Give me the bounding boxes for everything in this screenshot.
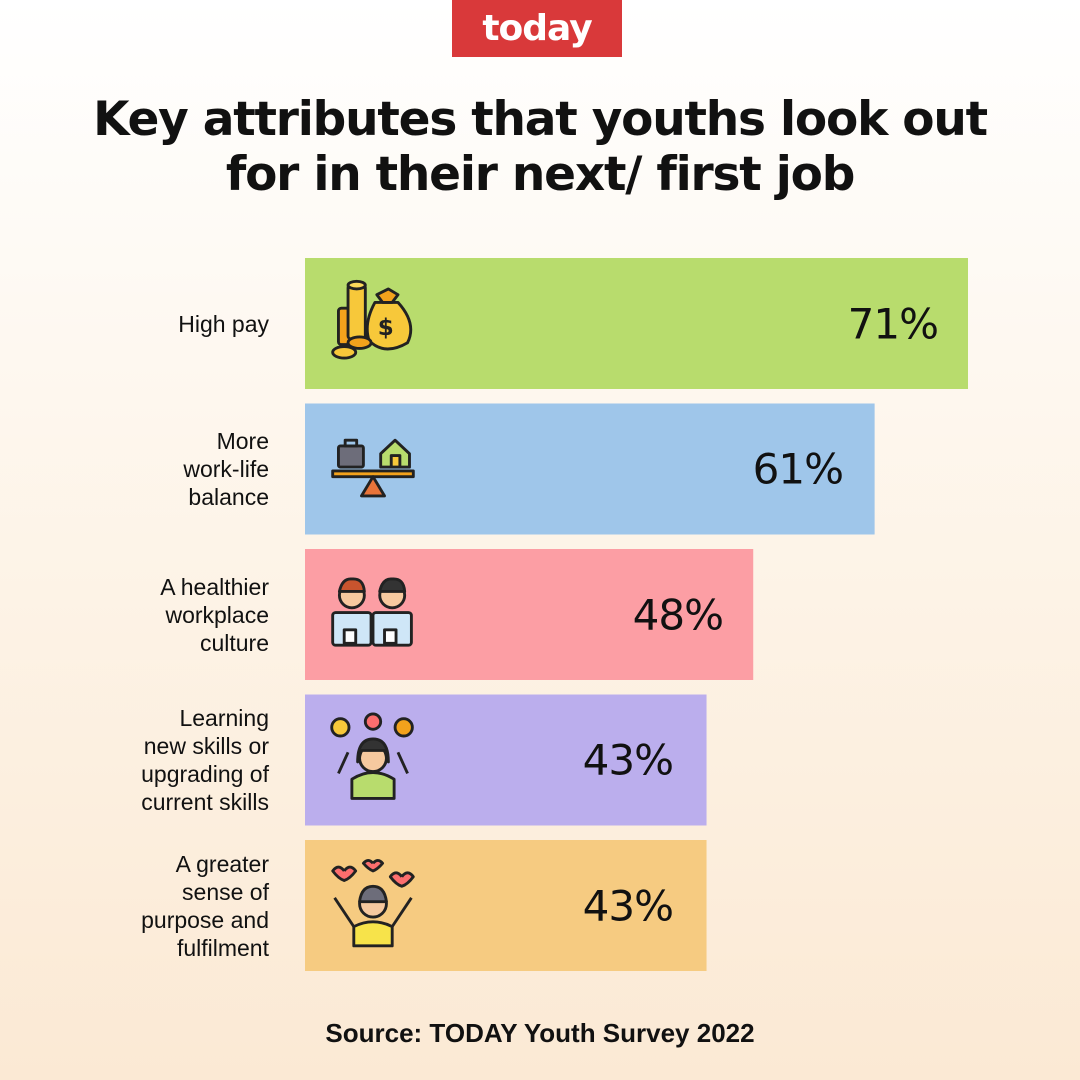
category-label: High pay [178, 310, 269, 337]
value-label: 61% [752, 444, 844, 494]
bar-2 [305, 403, 875, 535]
source-note: Source: TODAY Youth Survey 2022 [325, 1018, 755, 1048]
today-logo: today [452, 0, 622, 57]
work-life-balance-icon [331, 438, 415, 498]
bar-1 [305, 258, 968, 389]
learning-skills-icon [330, 712, 414, 800]
category-label: A healthier workplace culture [160, 573, 269, 656]
value-label: 48% [632, 590, 724, 639]
value-label: 71% [847, 299, 939, 348]
svg-text:$: $ [378, 315, 394, 341]
category-label: Learning new skills or upgrading of current… [141, 705, 269, 815]
coworkers-icon [331, 577, 413, 647]
value-label: 43% [582, 735, 674, 785]
value-label: 43% [582, 881, 674, 930]
chart-title: Key attributes that youths look out for … [93, 92, 988, 202]
category-label: More work-life balance [183, 428, 269, 510]
happy-person-icon [331, 858, 415, 948]
money-bag-icon: $ [331, 279, 413, 360]
category-label: A greater sense of purpose and fulfilment [141, 850, 269, 961]
